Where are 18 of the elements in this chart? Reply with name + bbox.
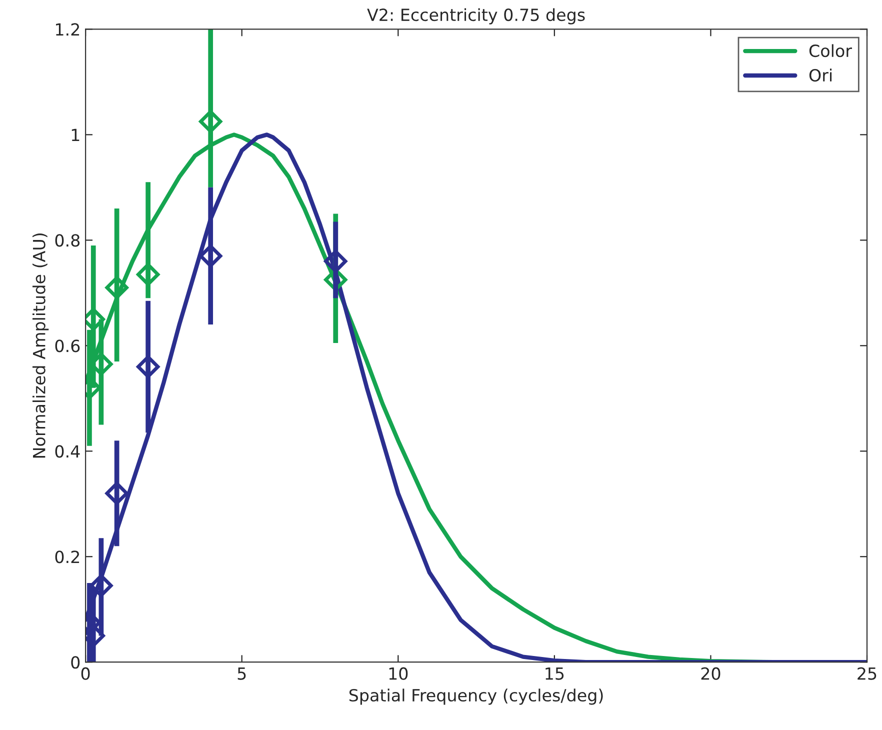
x-tick-label: 25 [858,667,876,680]
y-tick-label: 0.4 [55,445,80,458]
y-tick-label: 0.6 [55,340,80,352]
y-axis-title: Normalized Amplitude (AU) [32,234,49,458]
y-tick-label: 1.2 [56,23,80,36]
y-tick-label: 0 [71,656,80,669]
x-tick-label: 20 [701,667,720,680]
x-axis-title: Spatial Frequency (cycles/deg) [349,688,603,705]
chart-title: V2: Eccentricity 0.75 degs [367,8,585,24]
x-tick-label: 10 [389,667,408,680]
x-tick-label: 15 [546,667,564,680]
legend-label: Color [809,44,852,58]
y-tick-label: 0.8 [55,234,80,247]
x-tick-label: 5 [238,667,246,680]
x-tick-label: 0 [81,667,90,680]
y-tick-label: 1 [72,128,80,142]
legend-label: Ori [809,68,832,82]
y-tick-label: 0.2 [55,550,80,564]
